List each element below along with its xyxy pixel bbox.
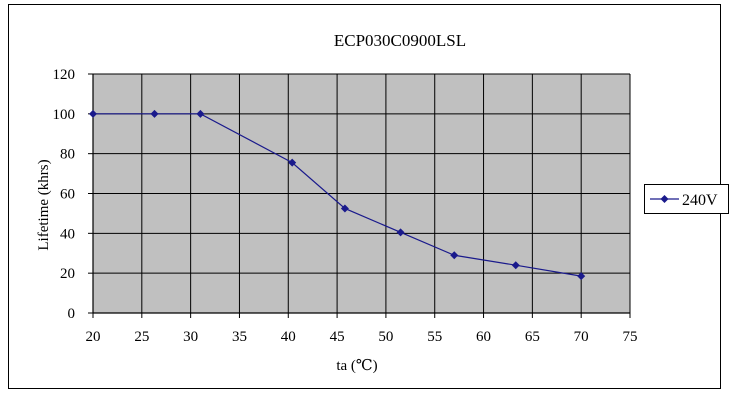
x-tick-label: 70 [574, 329, 589, 345]
y-tick-label: 0 [68, 306, 76, 322]
x-tick-label: 40 [281, 329, 296, 345]
data-point [196, 109, 205, 118]
legend-marker [660, 195, 669, 203]
chart-title: ECP030C0900LSL [334, 31, 466, 50]
x-tick-label: 55 [427, 329, 442, 345]
y-tick-label: 80 [60, 147, 75, 163]
data-point [340, 204, 349, 213]
data-point [511, 261, 520, 270]
x-tick-label: 25 [134, 329, 149, 345]
x-tick-label: 65 [525, 329, 540, 345]
x-tick-label: 35 [232, 329, 247, 345]
y-tick-label: 100 [53, 107, 76, 123]
y-tick-label: 40 [60, 226, 75, 242]
x-tick-label: 75 [623, 329, 638, 345]
legend-label: 240V [682, 192, 718, 209]
series-group [89, 109, 586, 281]
data-point [396, 228, 405, 237]
x-tick-label: 30 [183, 329, 198, 345]
x-tick-label: 50 [378, 329, 393, 345]
x-tick-label: 20 [86, 329, 101, 345]
data-point [450, 251, 459, 260]
data-point [288, 158, 297, 167]
x-tick-labels: 20 25 30 35 40 45 50 55 60 65 70 75 [86, 329, 638, 345]
y-axis-label: Lifetime (khrs) [36, 159, 52, 250]
x-axis-label: ta (℃) [336, 358, 377, 374]
y-tick-label: 20 [60, 266, 75, 282]
x-tick-label: 45 [330, 329, 345, 345]
data-point [89, 109, 97, 118]
y-tick-labels: 0 20 40 60 80 100 120 [53, 67, 76, 322]
y-tick-label: 120 [53, 67, 76, 83]
data-point [577, 272, 586, 281]
legend: 240V [644, 184, 729, 214]
data-point [150, 109, 159, 118]
x-tick-label: 60 [476, 329, 491, 345]
y-tick-label: 60 [60, 187, 75, 203]
